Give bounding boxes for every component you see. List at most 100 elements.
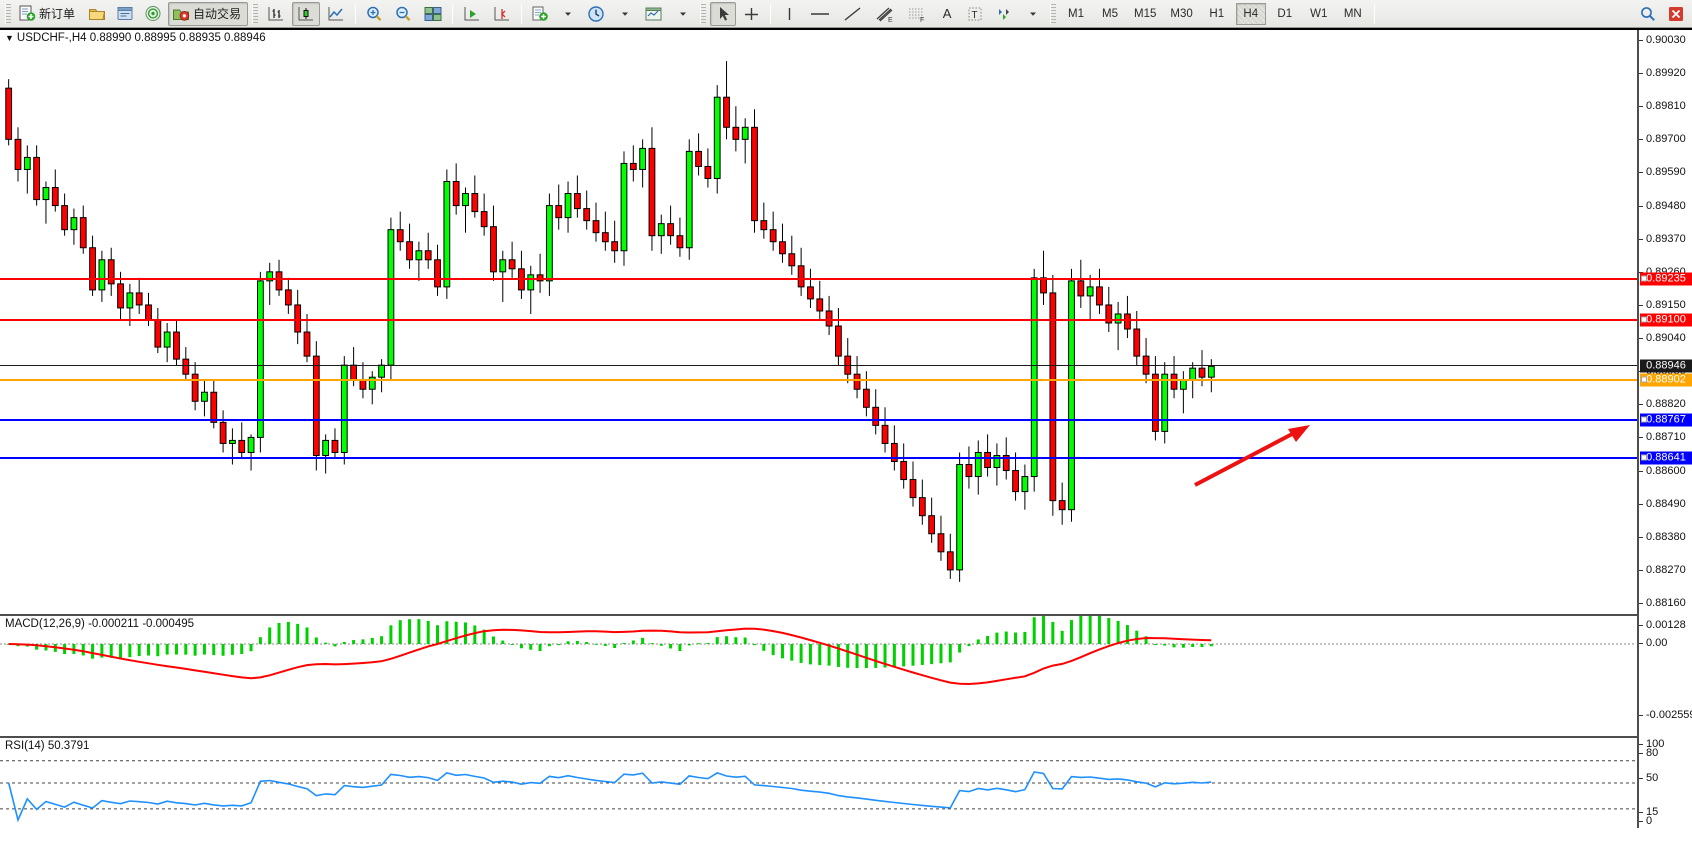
close-icon (1669, 6, 1683, 21)
macd-pane[interactable]: MACD(12,26,9) -0.000211 -0.000495 (0, 615, 1638, 737)
bar-chart-button[interactable] (262, 2, 290, 26)
rsi-pane[interactable]: RSI(14) 50.3791 (0, 737, 1638, 829)
svg-text:F: F (920, 17, 924, 23)
text-tool-button[interactable]: A (934, 2, 960, 26)
fibonacci-icon: F (909, 8, 924, 23)
close-button[interactable] (1663, 2, 1689, 26)
auto-scroll-button[interactable] (458, 2, 486, 26)
toolbar-grip-2[interactable] (252, 3, 259, 24)
rsi-series (0, 760, 1636, 823)
fibonacci-button[interactable]: F (902, 2, 932, 26)
new-order-button[interactable]: 新订单 (15, 2, 82, 26)
price-level-resistance[interactable] (0, 318, 1637, 321)
templates-button[interactable] (640, 2, 668, 26)
marker-handle[interactable] (1641, 376, 1647, 383)
marker-handle[interactable] (1641, 316, 1647, 323)
price-marker-support[interactable]: 0.88767 (1640, 413, 1692, 427)
new-order-icon (19, 5, 36, 21)
chart-shift-button[interactable] (488, 2, 516, 26)
period-button[interactable] (583, 2, 610, 26)
price-tick: 0.90030 (1639, 34, 1692, 46)
terminal-button[interactable] (112, 2, 138, 26)
template-icon (645, 7, 662, 20)
signal-radar-icon (145, 6, 161, 21)
timeframe-group: M1 M5 M15 M30 H1 H4 D1 W1 MN (1059, 2, 1370, 25)
search-icon (1641, 6, 1655, 21)
toolbar-grip-4[interactable] (1050, 3, 1057, 24)
horizontal-line-button[interactable] (804, 2, 836, 26)
toolbar-grip-3[interactable] (700, 3, 707, 24)
rsi-tick: 80 (1639, 747, 1692, 759)
chart-area[interactable]: ▼ USDCHF-,H4 0.88990 0.88995 0.88935 0.88… (0, 28, 1692, 856)
arrows-button[interactable] (990, 2, 1018, 26)
marker-handle[interactable] (1641, 416, 1647, 423)
terminal-window-icon (117, 7, 133, 20)
toolbar-separator-4 (770, 3, 772, 24)
timeframe-h1[interactable]: H1 (1202, 3, 1232, 25)
price-level-resistance[interactable] (0, 278, 1637, 281)
vertical-line-button[interactable] (776, 2, 802, 26)
svg-text:E: E (888, 17, 893, 23)
arrows-dropdown[interactable] (1020, 2, 1046, 26)
tile-windows-icon (424, 6, 442, 21)
indicators-button[interactable] (527, 2, 553, 26)
toolbar-grip[interactable] (5, 3, 11, 24)
rsi-tick: 100 (1639, 738, 1692, 750)
timeframe-m30[interactable]: M30 (1165, 3, 1197, 25)
indicators-dropdown[interactable] (555, 2, 581, 26)
timeframe-d1[interactable]: D1 (1270, 3, 1300, 25)
marker-handle[interactable] (1641, 454, 1647, 461)
signals-button[interactable] (140, 2, 166, 26)
macd-tick: 0.00 (1639, 637, 1692, 649)
macd-tick: 0.00128 (1639, 619, 1692, 631)
arrows-icon (999, 8, 1010, 20)
price-marker-value: 0.89235 (1646, 272, 1686, 285)
templates-dropdown[interactable] (670, 2, 696, 26)
cursor-tool-button[interactable] (710, 1, 737, 26)
line-chart-icon (328, 6, 344, 20)
equidistant-channel-button[interactable]: E (870, 2, 900, 26)
zoom-in-button[interactable] (361, 2, 388, 26)
timeframe-label: M30 (1170, 7, 1193, 20)
autotrading-button[interactable]: 自动交易 (168, 1, 249, 26)
timeframe-m5[interactable]: M5 (1095, 3, 1125, 25)
price-marker-resistance[interactable]: 0.89100 (1640, 313, 1692, 327)
timeframe-m1[interactable]: M1 (1061, 3, 1091, 25)
price-marker-support[interactable]: 0.88641 (1640, 451, 1692, 465)
price-tick: 0.89150 (1639, 299, 1692, 311)
tile-windows-button[interactable] (419, 2, 447, 26)
text-label-button[interactable]: T (962, 2, 988, 26)
price-level-support[interactable] (0, 457, 1637, 460)
timeframe-m15[interactable]: M15 (1129, 3, 1161, 25)
zoom-out-button[interactable] (390, 2, 417, 26)
price-level-support[interactable] (0, 419, 1637, 422)
timeframe-h4[interactable]: H4 (1235, 2, 1266, 25)
crosshair-tool-button[interactable] (738, 2, 765, 26)
price-marker-ask[interactable]: 0.88902 (1640, 373, 1692, 387)
timeframe-mn[interactable]: MN (1338, 3, 1368, 25)
price-marker-resistance[interactable]: 0.89235 (1640, 272, 1692, 286)
folder-icon (89, 9, 106, 20)
line-chart-button[interactable] (322, 2, 350, 26)
open-data-folder-button[interactable] (84, 2, 110, 26)
price-pane[interactable]: ▼ USDCHF-,H4 0.88990 0.88995 0.88935 0.88… (0, 30, 1638, 615)
timeframe-w1[interactable]: W1 (1304, 3, 1334, 25)
price-tick: 0.89590 (1639, 166, 1692, 178)
chevron-down-icon-4 (1030, 12, 1037, 16)
price-level-bid[interactable] (0, 365, 1637, 367)
price-axis[interactable]: 0.90030 0.89920 0.89810 0.89700 0.89590 0.894… (1638, 30, 1692, 829)
candlestick-icon (298, 6, 314, 20)
marker-handle[interactable] (1641, 275, 1647, 282)
search-button[interactable] (1635, 2, 1661, 26)
price-level-ask[interactable] (0, 378, 1637, 381)
autotrading-label: 自动交易 (193, 7, 242, 21)
candlestick-chart-button[interactable] (292, 1, 321, 26)
period-dropdown[interactable] (612, 2, 638, 26)
status-bar (0, 828, 1692, 856)
text-label-icon: T (968, 7, 982, 21)
trendline-button[interactable] (838, 2, 868, 26)
cursor-arrow-icon (719, 6, 729, 21)
candlestick-series (5, 61, 1215, 582)
price-marker-bid[interactable]: 0.88946 (1640, 359, 1692, 373)
price-tick: 0.88820 (1639, 398, 1692, 410)
